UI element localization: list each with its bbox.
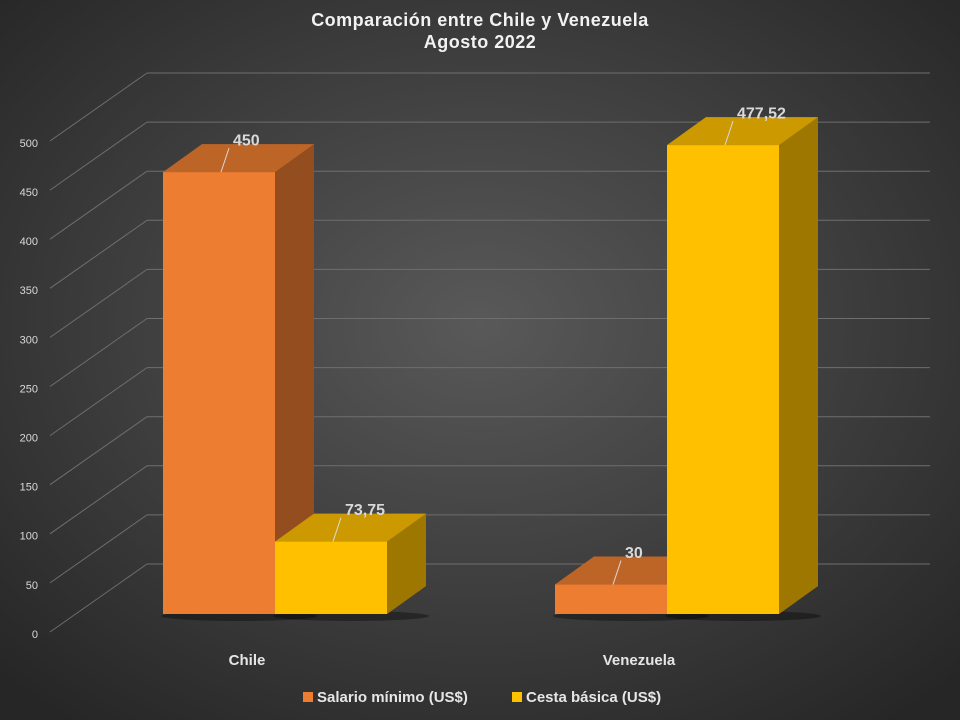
- bar-side: [387, 513, 426, 614]
- bar: [275, 541, 387, 614]
- bar-top: [667, 117, 818, 146]
- grid-diagonal: [49, 514, 148, 584]
- leader-line: [612, 560, 622, 585]
- grid-diagonal: [49, 318, 148, 387]
- y-tick-label: 400: [20, 236, 38, 248]
- value-label: 73,75: [345, 502, 385, 519]
- grid-diagonal: [49, 367, 148, 437]
- bar-side-shade: [387, 513, 426, 614]
- bar-top-shade: [667, 117, 818, 146]
- legend-swatch: [512, 692, 522, 702]
- x-tick-label: Chile: [229, 652, 266, 669]
- grid-diagonal: [49, 563, 148, 633]
- chart-title: Comparación entre Chile y Venezuela: [311, 10, 649, 30]
- bar: [667, 145, 779, 614]
- grid-diagonal: [49, 268, 148, 338]
- y-tick-label: 450: [20, 187, 38, 199]
- y-tick-label: 350: [20, 285, 38, 297]
- legend-label: Salario mínimo (US$): [317, 689, 468, 706]
- grid-diagonal: [49, 416, 148, 486]
- bar-side: [275, 144, 314, 614]
- bar-side-shade: [779, 117, 818, 614]
- value-label: 450: [233, 132, 260, 149]
- y-tick-label: 200: [20, 433, 38, 445]
- bar-side-shade: [275, 144, 314, 614]
- bar-top-shade: [275, 513, 426, 542]
- y-tick-label: 250: [20, 383, 38, 395]
- y-tick-label: 300: [20, 334, 38, 346]
- grid-diagonal: [49, 219, 148, 289]
- bar-top-shade: [163, 144, 314, 173]
- y-tick-label: 100: [20, 531, 38, 543]
- y-tick-label: 500: [20, 138, 38, 150]
- leader-line: [220, 147, 230, 173]
- leader-line: [332, 517, 342, 542]
- y-tick-label: 150: [20, 482, 38, 494]
- bar-top: [275, 513, 426, 542]
- grid-diagonal: [49, 170, 148, 240]
- bar-top: [163, 144, 314, 173]
- chart-subtitle: Agosto 2022: [424, 32, 537, 52]
- y-tick-label: 50: [26, 580, 38, 592]
- grid-diagonal: [49, 465, 148, 535]
- grid-diagonal: [49, 72, 148, 142]
- legend-swatch: [303, 692, 313, 702]
- value-label: 30: [625, 545, 643, 562]
- y-tick-label: 0: [32, 629, 38, 641]
- bar-side: [779, 117, 818, 614]
- bar: [555, 584, 667, 614]
- value-label: 477,52: [737, 105, 786, 122]
- leader-line: [724, 120, 734, 146]
- legend-label: Cesta básica (US$): [526, 689, 661, 706]
- x-tick-label: Venezuela: [603, 652, 676, 669]
- bar: [163, 172, 275, 614]
- grid-diagonal: [49, 121, 148, 191]
